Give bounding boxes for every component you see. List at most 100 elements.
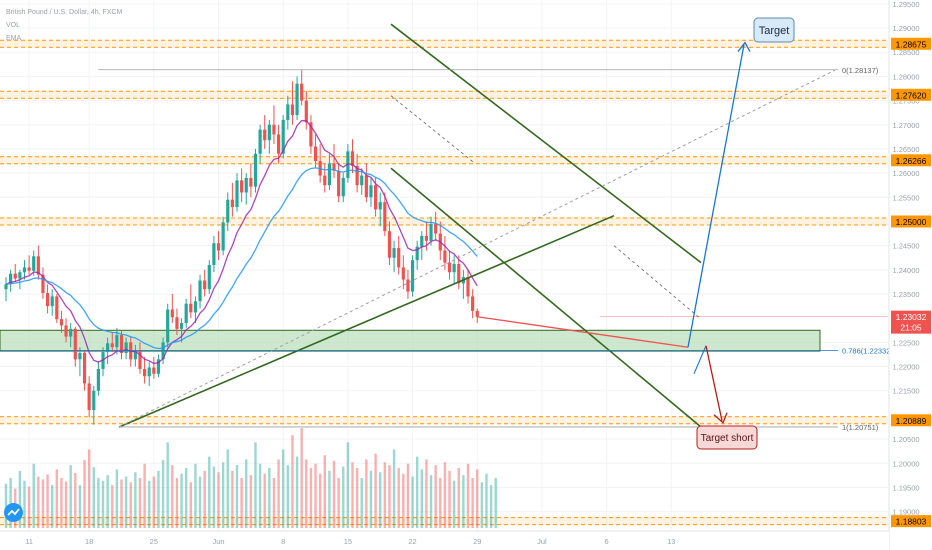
volume-bar xyxy=(457,468,460,528)
volume-bar xyxy=(494,478,497,528)
candle-body xyxy=(290,104,295,116)
candle-body xyxy=(55,296,59,320)
target-label: Target xyxy=(759,25,790,37)
volume-bar xyxy=(41,479,45,528)
volume-bar xyxy=(74,473,77,528)
moving-averages xyxy=(5,119,478,365)
volume-bar xyxy=(305,459,308,528)
price-tick-label: 1.25500 xyxy=(892,193,919,202)
candle-body xyxy=(32,256,36,271)
candle-body xyxy=(27,267,31,271)
level-band xyxy=(0,90,888,99)
rising-trendline xyxy=(118,214,615,428)
volume-bar xyxy=(420,469,423,528)
candle-body xyxy=(73,328,77,360)
candle-body xyxy=(36,256,40,275)
volume-bar xyxy=(342,466,345,528)
volume-bar xyxy=(148,480,151,528)
candle-body xyxy=(147,367,151,377)
volume-bar xyxy=(161,460,165,528)
time-axis-background xyxy=(0,531,889,550)
candle-body xyxy=(267,124,271,141)
volume-bar xyxy=(295,456,299,528)
chart-legend: British Pound / U.S. Dollar, 4h, FXCM VO… xyxy=(6,6,122,45)
level-band xyxy=(0,517,888,526)
volume-bar xyxy=(282,449,285,528)
candle-body xyxy=(383,202,387,232)
candle-body xyxy=(87,383,91,411)
volume-bar xyxy=(443,462,447,528)
volume-bar xyxy=(337,478,340,528)
candle-body xyxy=(143,368,147,377)
volume-bar xyxy=(175,478,179,528)
volume-bar xyxy=(392,449,396,528)
channel-lower-line xyxy=(390,167,702,428)
volume-bar xyxy=(439,478,442,528)
volume-bar xyxy=(69,465,72,528)
candle-body xyxy=(447,262,452,273)
volume-bar xyxy=(462,475,465,528)
price-tick-label: 1.28000 xyxy=(892,72,919,81)
price-tick-label: 1.20000 xyxy=(892,459,919,468)
volume-bar xyxy=(51,485,54,528)
candle-body xyxy=(175,317,179,329)
level-price-label: 1.18803 xyxy=(896,517,927,527)
level-price-label: 1.25000 xyxy=(896,217,927,227)
volume-bar xyxy=(194,463,197,528)
volume-bar xyxy=(476,469,479,528)
volume-bar xyxy=(263,473,266,528)
candle-body xyxy=(397,248,401,268)
candle-body xyxy=(429,223,433,241)
price-tick-label: 1.23500 xyxy=(892,290,919,299)
volume-bar xyxy=(452,480,456,528)
volume-bar xyxy=(254,442,257,528)
volume-bar xyxy=(332,460,336,528)
candle-body xyxy=(387,231,392,258)
price-tick-label: 1.24500 xyxy=(892,242,919,251)
volume-bar xyxy=(374,453,377,528)
fib-label: 1(1.20751) xyxy=(842,423,879,432)
volume-bar xyxy=(286,465,290,528)
volume-bar xyxy=(258,463,262,528)
volume-bar xyxy=(383,462,387,528)
volume-bar xyxy=(489,485,493,528)
volume-bar xyxy=(291,435,294,528)
ema-fast-line xyxy=(5,119,478,365)
volume-bar xyxy=(124,476,128,528)
volume-bar xyxy=(406,463,410,528)
level-price-tag xyxy=(891,88,931,101)
candle-body xyxy=(378,202,382,210)
price-tick-label: 1.20500 xyxy=(892,435,919,444)
volume-bar xyxy=(448,470,451,528)
volume-bar xyxy=(87,449,91,528)
volume-bar xyxy=(351,462,354,528)
price-tick-label: 1.26500 xyxy=(892,145,919,154)
candle-body xyxy=(207,265,211,290)
candle-body xyxy=(138,351,142,369)
time-tick-label: 29 xyxy=(473,537,481,546)
time-tick-label: 25 xyxy=(150,537,158,546)
volume-bar xyxy=(143,463,146,528)
volume-bar xyxy=(208,456,211,528)
symbol-title: British Pound / U.S. Dollar, 4h, FXCM xyxy=(6,9,123,16)
ema-slow-line xyxy=(5,167,478,350)
short-arrow-head-icon xyxy=(713,412,728,424)
volume-bar xyxy=(402,473,405,528)
candle-body xyxy=(457,264,461,284)
ema-legend: EMA xyxy=(6,35,22,42)
volume-bar xyxy=(83,460,86,528)
volume-bar xyxy=(157,470,160,528)
candle-body xyxy=(374,185,378,210)
candle-body xyxy=(166,309,170,343)
price-tick-label: 1.29500 xyxy=(892,0,919,9)
candlesticks xyxy=(4,70,479,425)
volume-bar xyxy=(46,474,49,528)
time-tick-label: 11 xyxy=(25,537,33,546)
candle-body xyxy=(59,319,64,326)
price-axis: 1.29500 1.29000 1.28500 1.28000 1.27500 1.270… xyxy=(888,0,932,550)
candle-body xyxy=(443,250,447,263)
inner-dashed-line xyxy=(613,245,701,319)
volume-bar xyxy=(221,462,225,528)
tradingview-logo-icon[interactable] xyxy=(4,503,23,522)
